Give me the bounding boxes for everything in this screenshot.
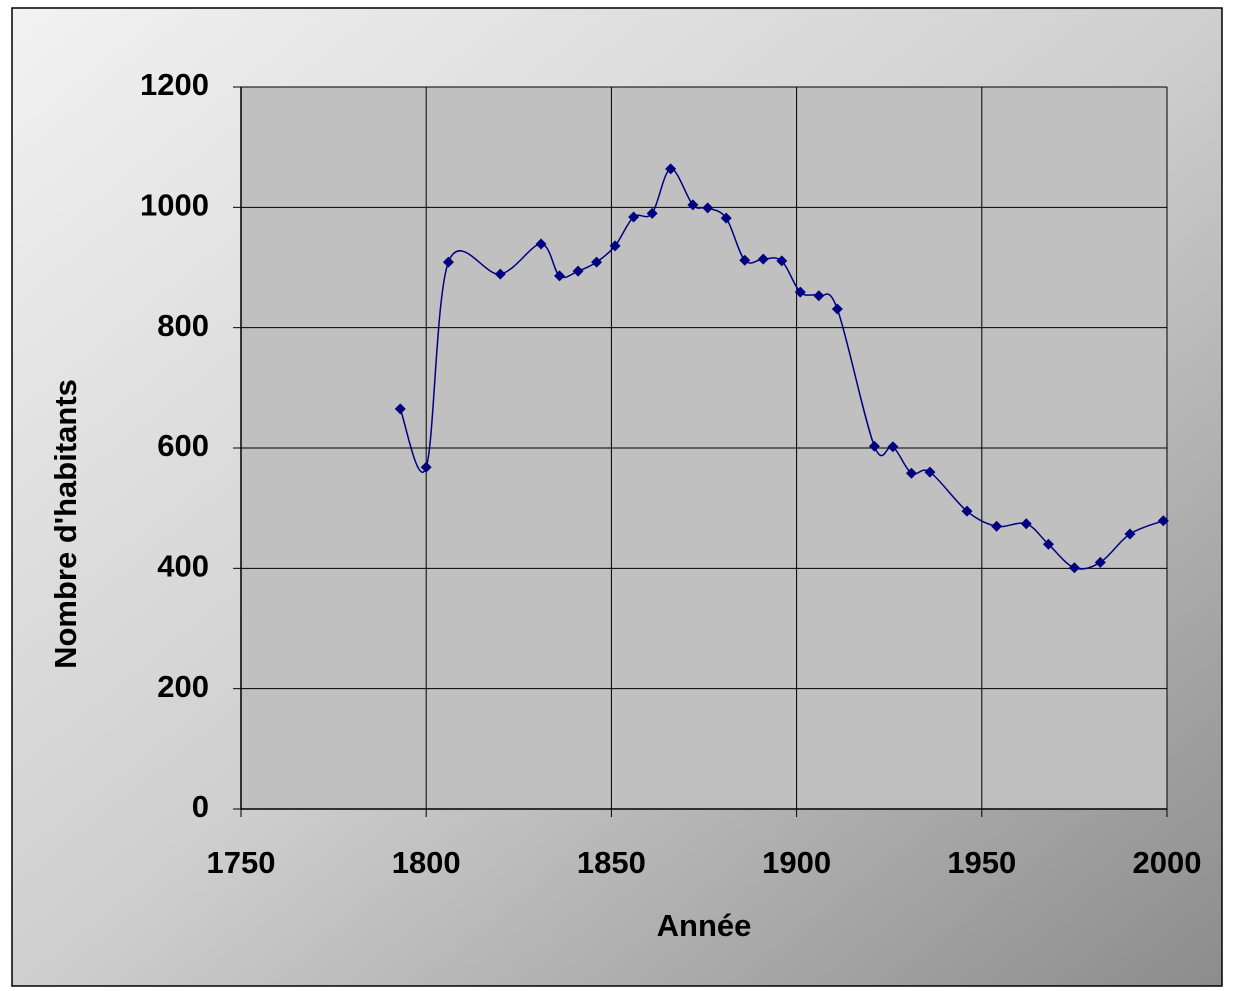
marker xyxy=(739,254,751,266)
y-tick-label: 600 xyxy=(157,428,209,463)
marker xyxy=(628,211,640,223)
x-tick-label: 1950 xyxy=(947,845,1016,880)
marker xyxy=(702,202,714,214)
y-tick-label: 1000 xyxy=(140,188,209,223)
y-tick-label: 400 xyxy=(157,549,209,584)
marker xyxy=(572,265,584,277)
marker xyxy=(1094,556,1106,568)
marker xyxy=(991,520,1003,532)
marker xyxy=(665,163,677,175)
marker xyxy=(591,256,603,268)
marker xyxy=(887,441,899,453)
line xyxy=(399,168,1164,570)
marker xyxy=(494,268,506,280)
marker xyxy=(646,207,658,219)
marker xyxy=(1068,562,1080,574)
x-tick-label: 1900 xyxy=(762,845,831,880)
marker xyxy=(776,255,788,267)
marker xyxy=(535,238,547,250)
marker xyxy=(868,440,880,452)
marker xyxy=(420,461,432,473)
x-tick-label: 1750 xyxy=(207,845,276,880)
marker xyxy=(794,286,806,298)
x-tick-label: 2000 xyxy=(1133,845,1202,880)
marker xyxy=(1157,515,1169,527)
y-tick-label: 1200 xyxy=(140,67,209,102)
x-tick-label: 1800 xyxy=(392,845,461,880)
x-tick-label: 1850 xyxy=(577,845,646,880)
marker xyxy=(961,505,973,517)
marker xyxy=(1020,518,1032,530)
marker xyxy=(924,466,936,478)
marker xyxy=(609,240,621,252)
marker xyxy=(1042,538,1054,550)
marker xyxy=(687,199,699,211)
x-axis-label: Année xyxy=(657,908,752,943)
marker xyxy=(442,256,454,268)
marker xyxy=(720,212,732,224)
y-axis-label: Nombre d'habitants xyxy=(48,379,83,669)
marker xyxy=(757,253,769,265)
y-tick-label: 800 xyxy=(157,308,209,343)
marker xyxy=(905,467,917,479)
y-tick-label: 0 xyxy=(192,789,209,824)
marker xyxy=(813,290,825,302)
marker xyxy=(394,403,406,415)
marker xyxy=(554,270,566,282)
marker xyxy=(1124,528,1136,540)
y-tick-label: 200 xyxy=(157,669,209,704)
marker xyxy=(831,303,843,315)
